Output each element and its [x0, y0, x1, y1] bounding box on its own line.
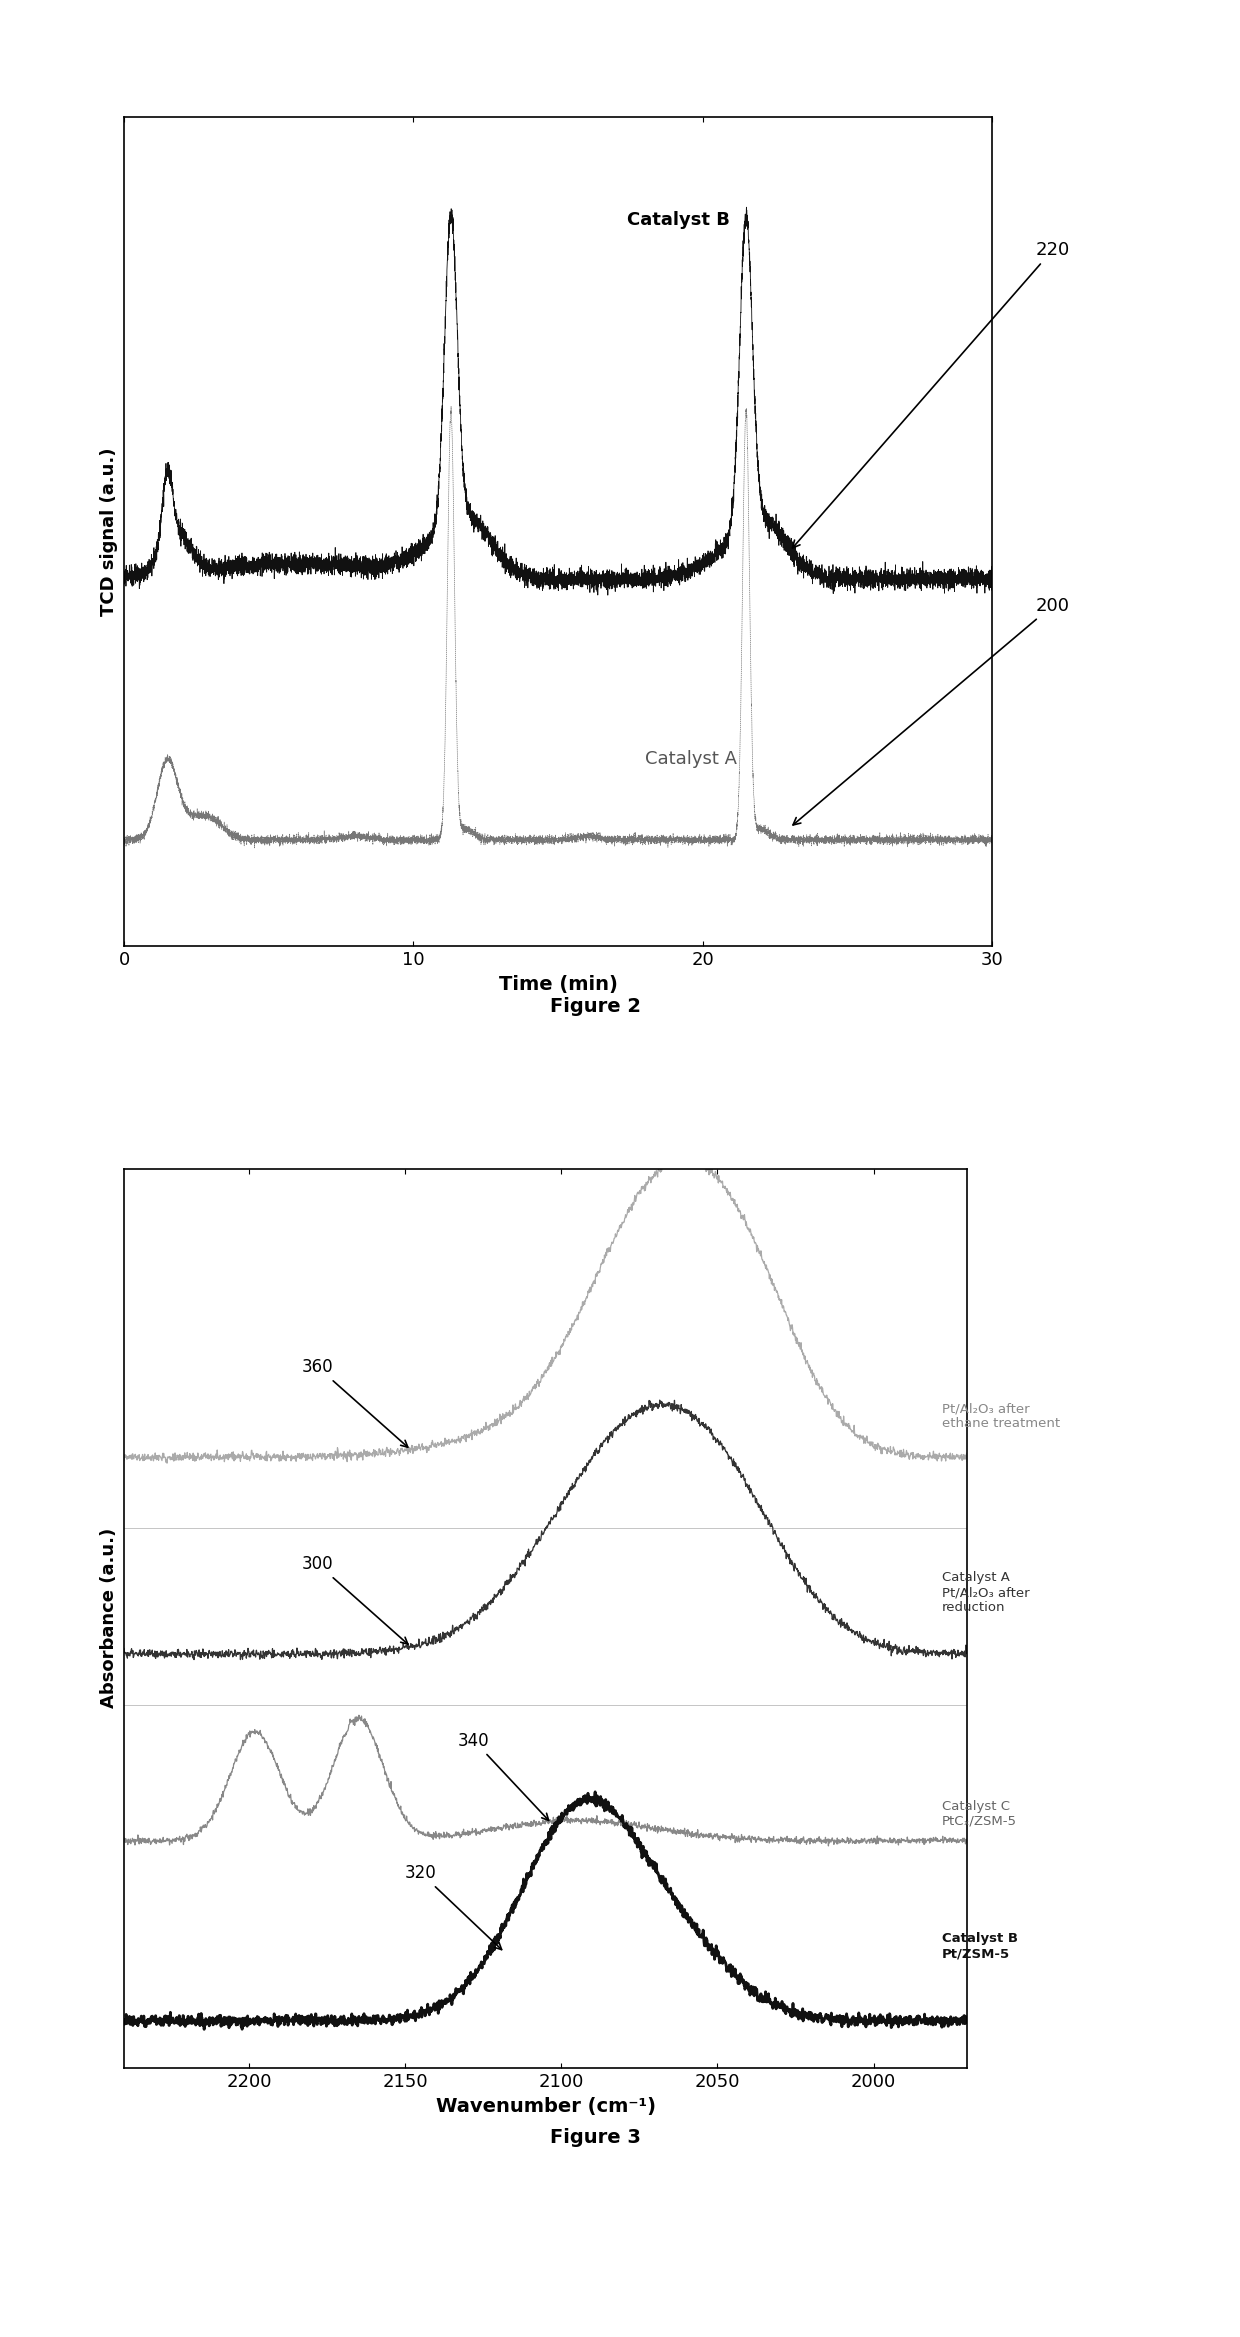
Text: Catalyst C
PtCₓ/ZSM-5: Catalyst C PtCₓ/ZSM-5 — [942, 1799, 1017, 1828]
Text: Catalyst A: Catalyst A — [645, 750, 737, 769]
Text: Catalyst B
Pt/ZSM-5: Catalyst B Pt/ZSM-5 — [942, 1933, 1018, 1961]
X-axis label: Wavenumber (cm⁻¹): Wavenumber (cm⁻¹) — [435, 2096, 656, 2115]
Text: 360: 360 — [303, 1358, 408, 1447]
Text: 340: 340 — [458, 1732, 548, 1821]
Text: Pt/Al₂O₃ after
ethane treatment: Pt/Al₂O₃ after ethane treatment — [942, 1402, 1060, 1430]
Text: Catalyst B: Catalyst B — [627, 210, 730, 229]
Y-axis label: Absorbance (a.u.): Absorbance (a.u.) — [100, 1528, 119, 1708]
Text: Figure 3: Figure 3 — [549, 2129, 641, 2148]
Text: 300: 300 — [303, 1554, 408, 1645]
Text: Figure 2: Figure 2 — [549, 998, 641, 1017]
Text: 320: 320 — [405, 1865, 502, 1949]
Y-axis label: TCD signal (a.u.): TCD signal (a.u.) — [100, 446, 119, 617]
X-axis label: Time (min): Time (min) — [498, 975, 618, 993]
Text: Catalyst A
Pt/Al₂O₃ after
reduction: Catalyst A Pt/Al₂O₃ after reduction — [942, 1570, 1030, 1615]
Text: 200: 200 — [794, 596, 1069, 825]
Text: 220: 220 — [792, 241, 1070, 547]
